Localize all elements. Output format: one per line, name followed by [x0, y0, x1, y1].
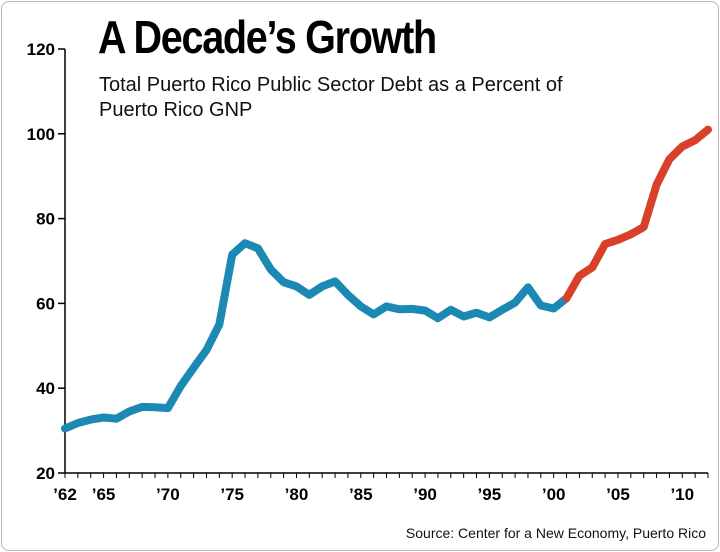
- chart-frame: 20 40 60 80 100 120 ’62’65’70’75’80’85’90’95’…: [1, 1, 719, 551]
- x-tick-label: ’70: [156, 485, 180, 504]
- x-tick-label: ’62: [53, 485, 77, 504]
- x-tick-label: ’90: [413, 485, 437, 504]
- x-tick-label: ’10: [670, 485, 694, 504]
- chart-subtitle: Total Puerto Rico Public Sector Debt as …: [99, 73, 569, 123]
- y-tick-label: 20: [36, 464, 55, 483]
- y-tick-label: 60: [36, 294, 55, 313]
- x-tick-label: ’95: [478, 485, 502, 504]
- x-tick-label: ’75: [220, 485, 244, 504]
- y-tick-label: 80: [36, 210, 55, 229]
- y-axis: 20 40 60 80 100 120: [27, 40, 65, 483]
- series-line-2: [567, 130, 709, 299]
- y-tick-label: 40: [36, 379, 55, 398]
- series-line-1: [65, 243, 567, 428]
- series-group: [65, 130, 708, 429]
- x-axis: ’62 ’65 ’70 ’75 ’80 ’85 ’90 ’95 ’00 ’05 ’10: [53, 473, 708, 504]
- y-tick-label: 120: [27, 40, 55, 59]
- x-tick-label: ’80: [285, 485, 309, 504]
- x-tick-label: ’85: [349, 485, 373, 504]
- x-tick-label: ’65: [92, 485, 116, 504]
- x-tick-label: ’00: [542, 485, 566, 504]
- y-tick-label: 100: [27, 125, 55, 144]
- chart-title: A Decade’s Growth: [98, 10, 436, 64]
- chart-source: Source: Center for a New Economy, Puerto…: [406, 525, 706, 541]
- x-tick-label: ’05: [606, 485, 630, 504]
